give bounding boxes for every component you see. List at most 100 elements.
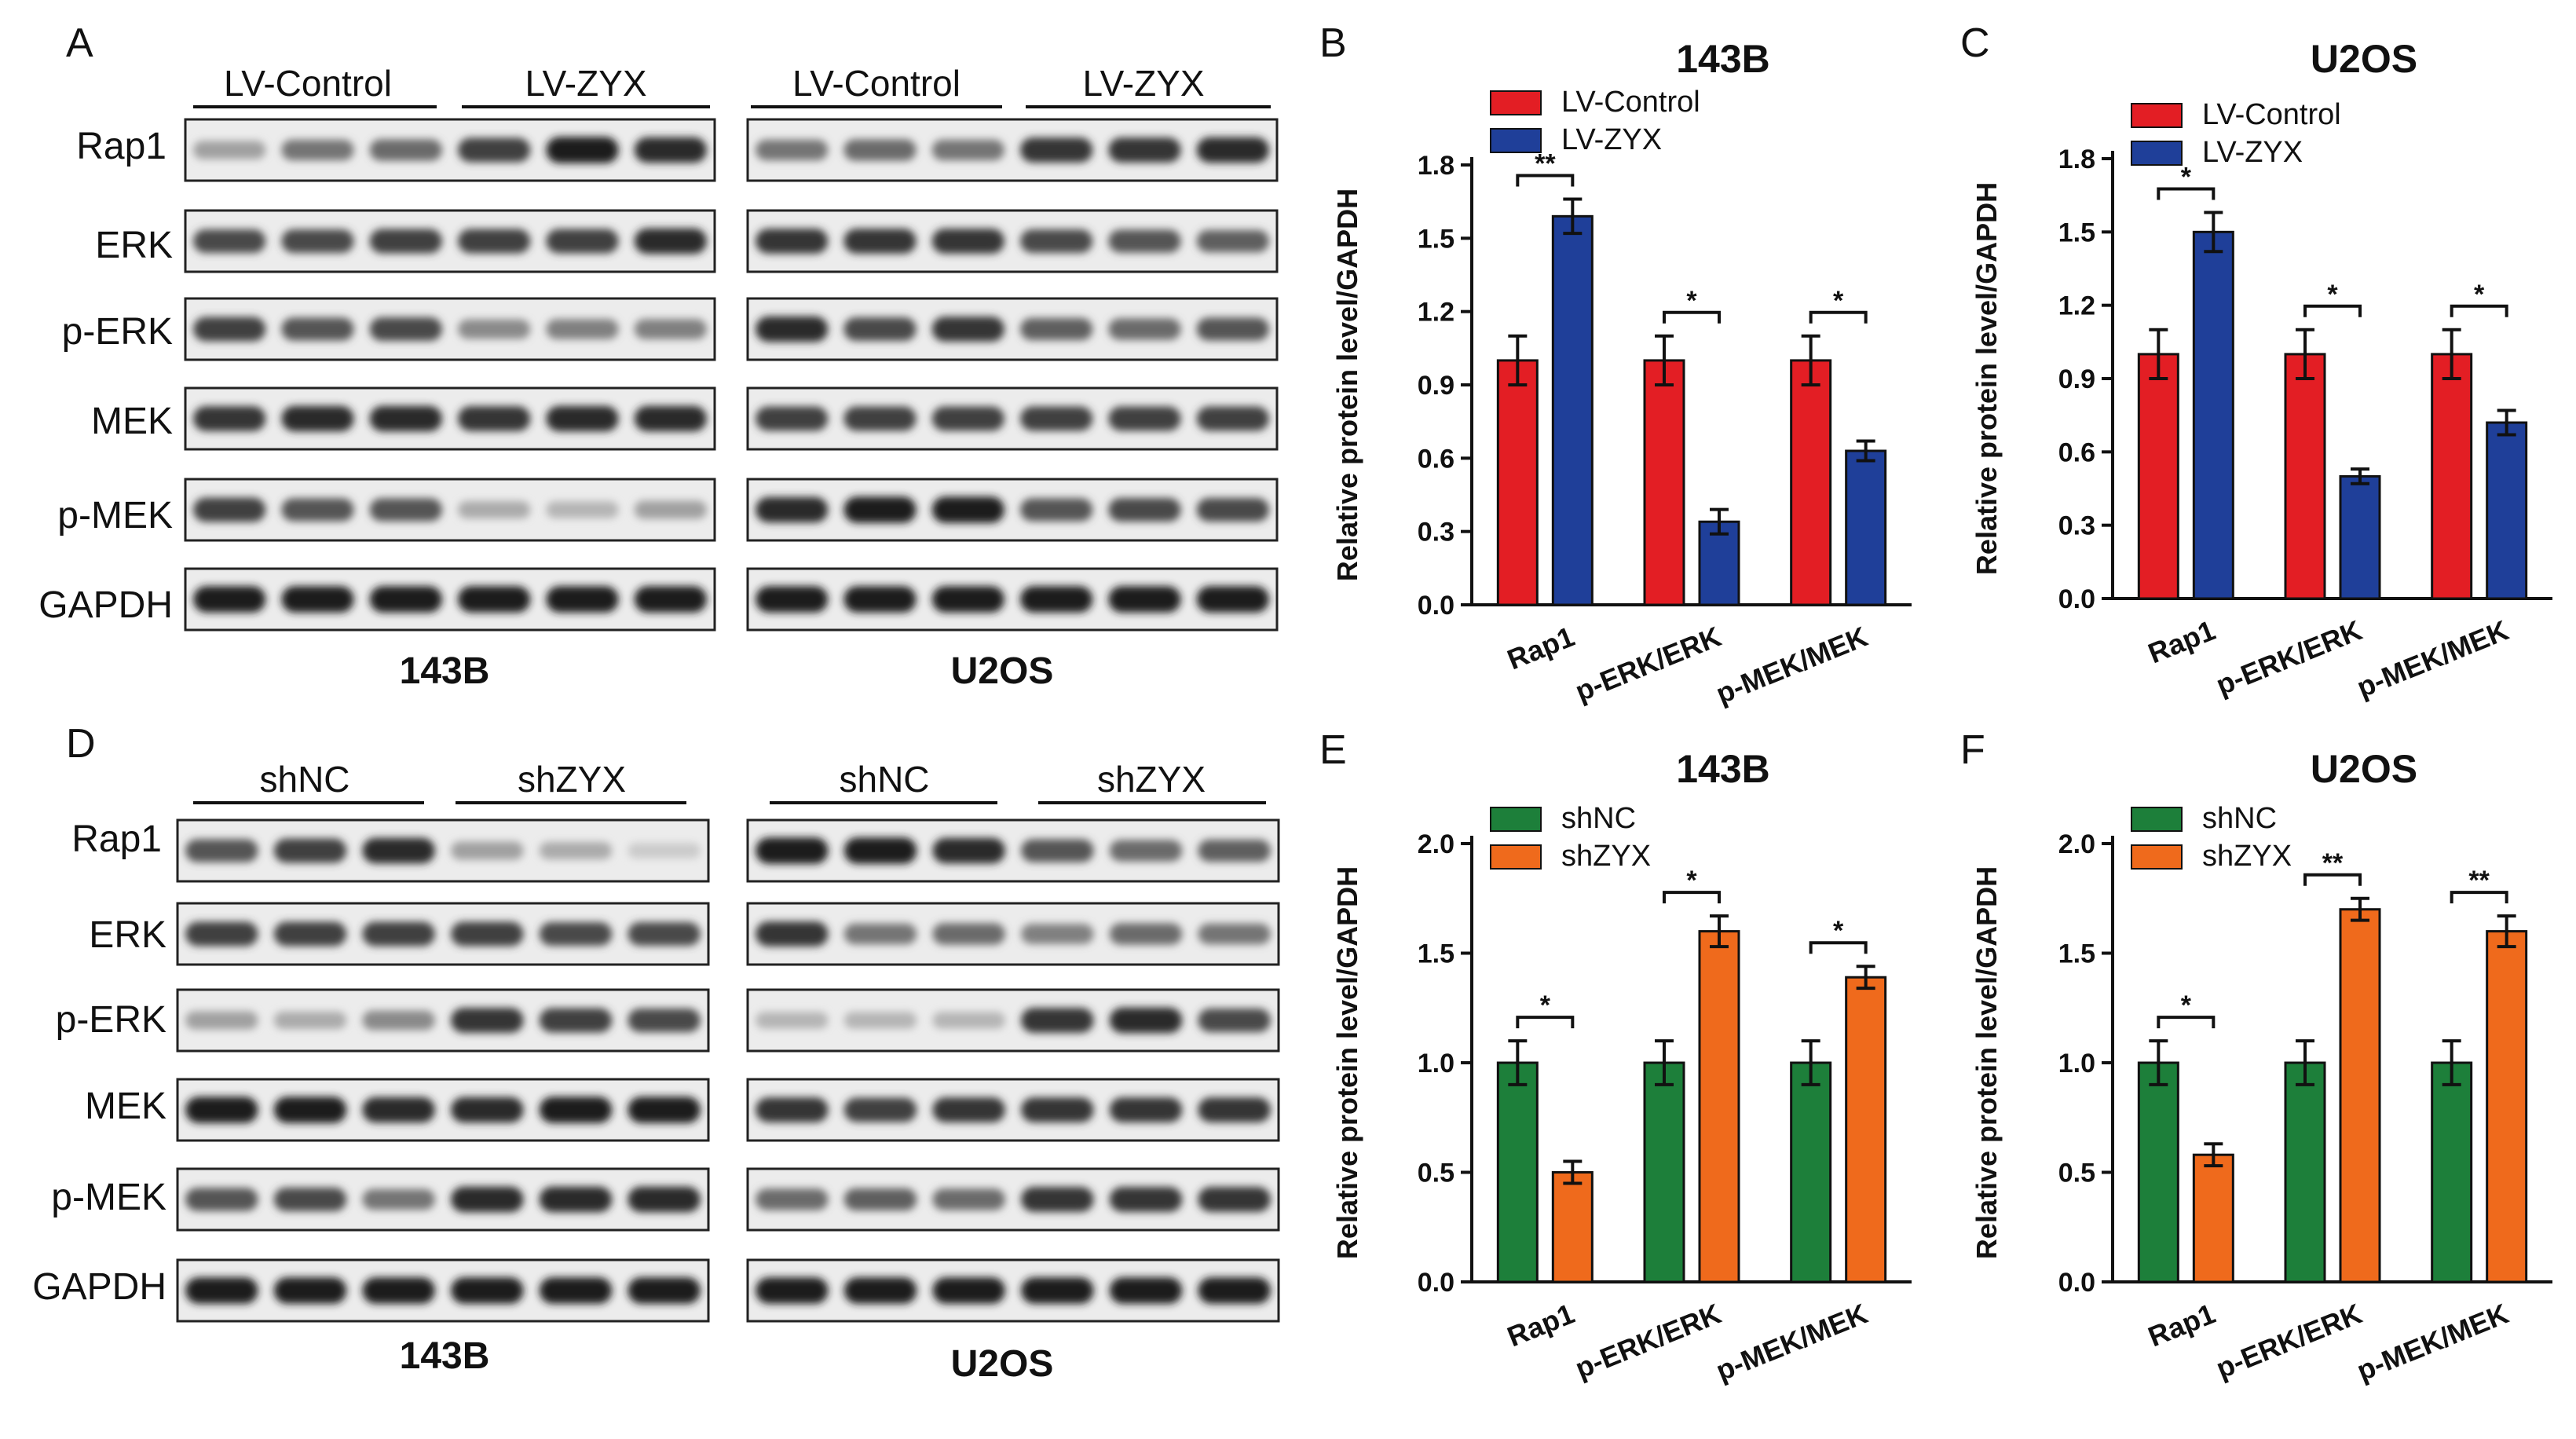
y-tick-label: 0.3: [2058, 511, 2095, 541]
protein-band: [369, 229, 442, 254]
protein-band: [539, 1097, 613, 1123]
protein-band: [273, 1097, 347, 1123]
significance-label: *: [1686, 866, 1697, 895]
blot-strip: [746, 478, 1279, 542]
protein-band: [185, 1188, 258, 1211]
protein-band: [1108, 229, 1181, 253]
protein-band: [451, 1097, 524, 1123]
protein-band: [1020, 498, 1093, 522]
bar: [2431, 353, 2473, 600]
significance-label: *: [2327, 280, 2338, 309]
protein-band: [451, 1008, 524, 1033]
x-tick-label: p-MEK/MEK: [2352, 1297, 2512, 1386]
protein-band: [539, 1186, 613, 1213]
legend-swatch: [1490, 128, 1542, 153]
y-tick-label: 0.5: [2058, 1159, 2095, 1188]
group-label: LV-Control: [224, 63, 392, 104]
y-tick-label: 0.0: [2058, 584, 2095, 614]
bar: [1643, 1061, 1685, 1283]
bar: [1790, 359, 1832, 606]
x-tick-label: Rap1: [1502, 1297, 1579, 1353]
protein-band: [362, 1188, 435, 1210]
panel-letter-e: E: [1319, 727, 1347, 773]
protein-band: [1196, 137, 1269, 163]
legend-entry: shNC: [1561, 802, 1636, 835]
protein-band: [843, 1277, 917, 1304]
protein-band: [273, 1011, 347, 1030]
protein-band: [281, 139, 354, 161]
blot-row-label: ERK: [95, 225, 173, 266]
legend-entry: LV-ZYX: [1561, 123, 1662, 156]
legend-entry: LV-Control: [2202, 98, 2341, 131]
y-tick-label: 0.6: [1418, 444, 1454, 474]
y-tick-label: 0.6: [2058, 438, 2095, 467]
bar: [2137, 1061, 2179, 1283]
blot-strip: [176, 818, 710, 883]
protein-band: [369, 317, 442, 342]
protein-band: [1198, 839, 1271, 862]
blot-membrane-143b: [176, 818, 710, 1323]
protein-band: [1108, 497, 1181, 522]
blot-strip: [746, 567, 1279, 632]
blot-strip: [176, 988, 710, 1053]
y-tick-label: 1.8: [2058, 145, 2095, 174]
protein-band: [185, 839, 258, 862]
protein-band: [756, 406, 829, 431]
legend-swatch: [1490, 844, 1542, 870]
protein-band: [281, 586, 354, 613]
y-tick-label: 2.0: [1418, 829, 1454, 859]
x-tick-label: p-MEK/MEK: [2352, 613, 2512, 703]
protein-band: [546, 137, 619, 163]
protein-band: [628, 921, 701, 947]
blot-strip: [746, 1167, 1280, 1232]
bar: [2137, 353, 2179, 600]
cell-line-label: U2OS: [951, 650, 1054, 692]
protein-band: [185, 1011, 258, 1030]
blot-row-label: GAPDH: [38, 584, 173, 626]
blot-strip: [746, 988, 1280, 1053]
legend-entry: LV-Control: [1561, 86, 1700, 119]
protein-band: [458, 586, 531, 613]
blot-strip: [184, 209, 716, 273]
protein-band: [369, 139, 442, 161]
protein-band: [451, 1277, 524, 1304]
bar-chart-b: 143B Relative protein level/GAPDH 0.0 0.3 0.…: [1331, 37, 1912, 710]
protein-band: [362, 1010, 435, 1031]
blot-strip: [746, 1078, 1280, 1142]
legend-swatch: [2131, 807, 2183, 832]
protein-band: [843, 139, 917, 161]
bar-chart-f: U2OS Relative protein level/GAPDH 0.0 0.5 1.…: [1970, 747, 2552, 1387]
protein-band: [843, 1012, 917, 1029]
protein-band: [1109, 923, 1183, 945]
protein-band: [539, 1008, 613, 1033]
x-tick-label: p-ERK/ERK: [2212, 1297, 2366, 1384]
group-label: shZYX: [518, 759, 626, 800]
protein-band: [756, 139, 829, 161]
protein-band: [451, 1186, 524, 1213]
significance-label: *: [2474, 280, 2485, 309]
x-tick-label: Rap1: [2143, 613, 2219, 669]
significance-label: *: [1540, 990, 1551, 1020]
blot-row-label: Rap1: [76, 126, 166, 167]
bar: [1496, 1061, 1539, 1283]
protein-band: [539, 1277, 613, 1304]
protein-band: [1196, 586, 1269, 613]
protein-band: [843, 496, 917, 523]
protein-band: [628, 1097, 701, 1123]
western-blot-a: LV-Control LV-ZYX LV-Control LV-ZYX Rap1…: [38, 63, 1279, 692]
bar-chart-e: 143B Relative protein level/GAPDH 0.0 0.5 1.…: [1331, 747, 1912, 1387]
blot-row-label: p-MEK: [51, 1177, 166, 1218]
protein-band: [1109, 840, 1183, 862]
bar: [1698, 930, 1740, 1283]
blot-strip: [746, 902, 1280, 966]
blot-row-label: p-ERK: [56, 999, 166, 1041]
protein-band: [458, 406, 531, 431]
protein-band: [1198, 1008, 1271, 1033]
bar: [1551, 1171, 1594, 1283]
chart-title: 143B: [1676, 37, 1770, 81]
y-tick-label: 0.3: [1418, 518, 1454, 547]
bar: [1698, 520, 1740, 606]
protein-band: [458, 229, 531, 254]
protein-band: [369, 586, 442, 613]
